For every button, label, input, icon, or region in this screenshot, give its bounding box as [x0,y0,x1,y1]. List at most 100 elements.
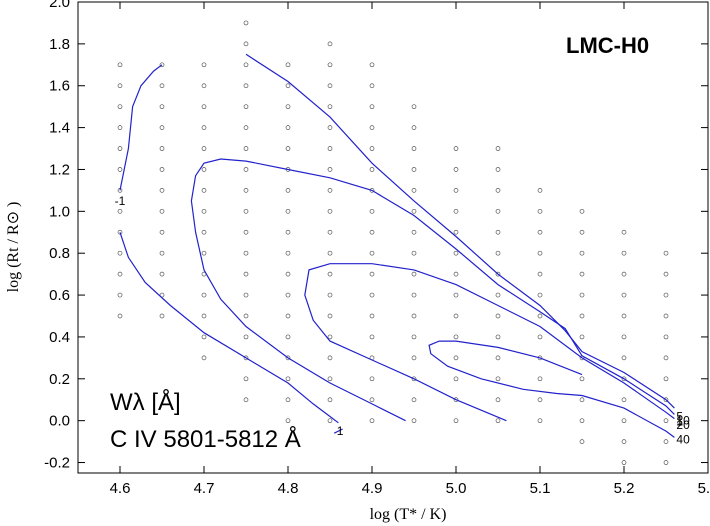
grid-point [495,208,501,214]
grid-point [411,229,417,235]
grid-point [495,292,501,298]
grid-point [621,376,627,382]
grid-point [621,271,627,277]
grid-point [117,83,123,89]
grid-point [159,83,165,89]
grid-point [579,313,585,319]
grid-point [663,292,669,298]
grid-point [411,146,417,151]
contour-label: -1 [115,194,126,208]
grid-point [159,146,165,151]
grid-point [579,418,585,424]
grid-point [327,167,333,172]
grid-point [537,271,543,277]
grid-point [327,41,333,47]
grid-point [285,355,291,361]
grid-point [495,229,501,235]
grid-point [369,167,375,172]
grid-point [327,208,333,214]
grid-point [201,250,207,256]
grid-point [327,271,333,277]
grid-point [453,271,459,277]
annotation-line-1: Wλ [Å] [110,388,181,416]
grid-point [453,146,459,151]
grid-point [537,334,543,340]
grid-point [201,83,207,89]
grid-point [537,250,543,256]
grid-point [369,125,375,130]
grid-point [579,292,585,298]
grid-point [369,146,375,151]
grid-point [243,208,249,214]
grid-point [621,439,627,444]
grid-point [285,418,291,424]
grid-point [621,313,627,319]
grid-point [327,250,333,256]
y-tick-label: 1.4 [49,120,70,137]
grid-point [243,376,249,382]
grid-point [453,292,459,298]
grid-point [243,313,249,319]
grid-point [201,125,207,130]
grid-point [201,355,207,361]
grid-point [537,229,543,235]
grid-point [537,292,543,298]
grid-point [285,250,291,256]
contour-line [190,158,675,422]
grid-point [201,208,207,214]
grid-point [117,146,123,151]
contour-line [333,428,343,434]
grid-point [537,313,543,319]
grid-point [411,167,417,172]
x-tick-label: 4.6 [110,480,131,497]
grid-point [663,397,669,403]
grid-point [243,271,249,277]
grid-point [327,62,333,68]
grid-point [285,188,291,193]
y-tick-label: 0.0 [49,413,70,430]
y-tick-label: 2.0 [49,0,70,11]
grid-point [453,418,459,424]
grid-point [159,271,165,277]
grid-point [537,397,543,403]
grid-point [285,104,291,110]
grid-point [663,271,669,277]
contour-end-label: 5 [676,409,683,423]
grid-point [411,418,417,424]
grid-point [663,376,669,382]
grid-point [285,271,291,277]
grid-point [369,334,375,340]
grid-point [411,397,417,403]
grid-point [327,355,333,361]
annotation-line-2: C IV 5801-5812 Å [110,425,301,453]
contour-label: 1 [337,424,344,438]
grid-point [285,397,291,403]
grid-point [159,313,165,319]
grid-point [159,188,165,193]
grid-point [285,62,291,68]
grid-point [369,313,375,319]
grid-point [243,167,249,172]
grid-point [621,334,627,340]
grid-point [243,334,249,340]
grid-point [243,20,249,26]
x-tick-label: 5.1 [530,480,551,497]
grid-point [495,146,501,151]
grid-point [579,439,585,444]
grid-point [453,250,459,256]
y-tick-label: -0.2 [44,455,70,472]
grid-point [411,188,417,193]
grid-point [621,460,627,465]
grid-point [327,397,333,403]
grid-point [201,104,207,110]
grid-point [537,376,543,382]
grid-point [537,188,543,193]
grid-point [537,418,543,424]
x-tick-label: 5.2 [614,480,635,497]
y-tick-label: 0.6 [49,287,70,304]
grid-point [117,62,123,68]
grid-point [411,334,417,340]
grid-point [159,229,165,235]
